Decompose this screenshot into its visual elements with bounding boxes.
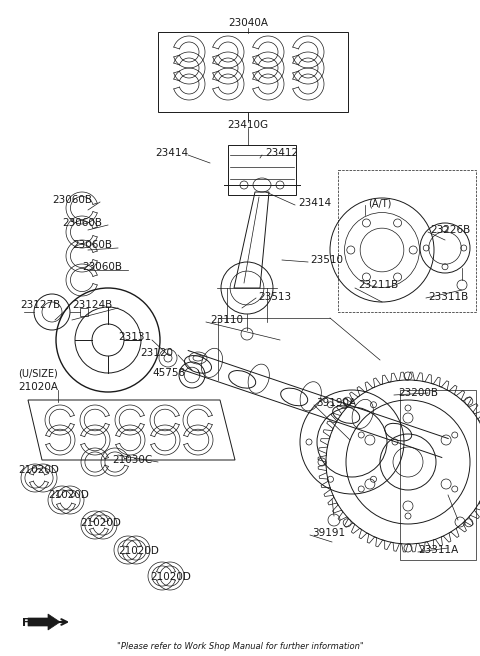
- Text: 23513: 23513: [258, 292, 291, 302]
- Text: 21020D: 21020D: [150, 572, 191, 582]
- Text: 39191: 39191: [312, 528, 345, 538]
- Bar: [400, 390, 476, 560]
- Text: 23414: 23414: [155, 148, 188, 158]
- Text: 23120: 23120: [140, 348, 173, 358]
- Bar: [338, 170, 476, 312]
- Text: 21020D: 21020D: [80, 518, 121, 528]
- Text: 21030C: 21030C: [112, 455, 152, 465]
- Text: 23211B: 23211B: [358, 280, 398, 290]
- Text: FR.: FR.: [22, 618, 43, 628]
- Text: 23414: 23414: [298, 198, 331, 208]
- Text: 23412: 23412: [265, 148, 298, 158]
- Text: 21020D: 21020D: [118, 546, 159, 556]
- Text: 21020D: 21020D: [18, 465, 59, 475]
- Text: 23060B: 23060B: [52, 195, 92, 205]
- Text: 23040A: 23040A: [228, 18, 268, 28]
- Bar: [80, 308, 88, 316]
- Text: 21020D: 21020D: [48, 490, 89, 500]
- Text: 45758: 45758: [152, 368, 185, 378]
- Text: 23410G: 23410G: [228, 120, 269, 130]
- Text: 23060B: 23060B: [62, 218, 102, 228]
- Text: 23124B: 23124B: [72, 300, 112, 310]
- Text: 23060B: 23060B: [72, 240, 112, 250]
- Text: 23127B: 23127B: [20, 300, 60, 310]
- Text: (A/T): (A/T): [368, 198, 391, 208]
- Text: 23510: 23510: [310, 255, 343, 265]
- Polygon shape: [28, 614, 60, 630]
- Bar: [228, 145, 296, 195]
- Text: 39190A: 39190A: [316, 398, 356, 408]
- Text: 23131: 23131: [118, 332, 151, 342]
- Text: (U/SIZE): (U/SIZE): [18, 368, 58, 378]
- Text: 23060B: 23060B: [82, 262, 122, 272]
- Text: 23110: 23110: [210, 315, 243, 325]
- Text: 23200B: 23200B: [398, 388, 438, 398]
- Text: "Please refer to Work Shop Manual for further information": "Please refer to Work Shop Manual for fu…: [117, 642, 363, 651]
- Text: 23226B: 23226B: [430, 225, 470, 235]
- Text: 23311A: 23311A: [418, 545, 458, 555]
- Text: 21020A: 21020A: [18, 382, 58, 392]
- Text: 23311B: 23311B: [428, 292, 468, 302]
- Bar: [158, 32, 348, 112]
